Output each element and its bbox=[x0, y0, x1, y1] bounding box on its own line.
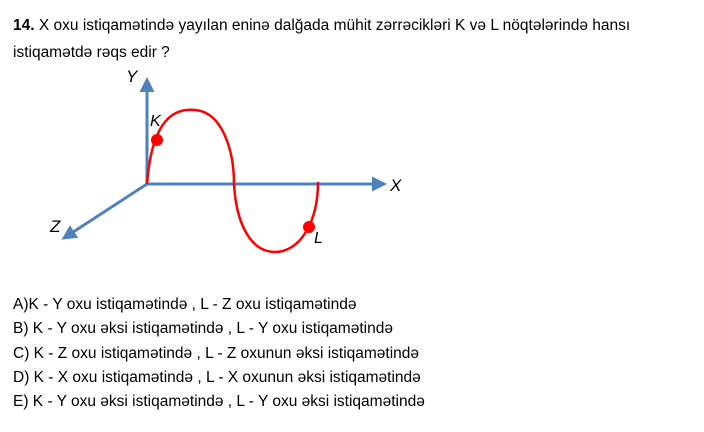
answer-options: A)K - Y oxu istiqamətində , L - Z oxu is… bbox=[13, 293, 425, 414]
z-axis-label: Z bbox=[49, 217, 61, 236]
point-l bbox=[303, 221, 315, 233]
answer-option-b[interactable]: B) K - Y oxu əksi istiqamətində , L - Y … bbox=[13, 320, 393, 338]
point-k bbox=[151, 134, 163, 146]
x-axis-label: X bbox=[389, 176, 402, 195]
answer-option-c[interactable]: C) K - Z oxu istiqamətində , L - Z oxunu… bbox=[13, 344, 420, 362]
answer-option-a[interactable]: A)K - Y oxu istiqamətində , L - Z oxu is… bbox=[13, 296, 357, 313]
question-body: X oxu istiqamətində yayılan eninə dalğad… bbox=[13, 17, 631, 61]
wave-curve bbox=[145, 108, 320, 254]
answer-option-d[interactable]: D) K - X oxu istiqamətində , L - X oxunu… bbox=[13, 368, 421, 386]
point-k-label: K bbox=[150, 113, 162, 130]
point-l-label: L bbox=[314, 230, 323, 247]
question-number: 14. bbox=[13, 17, 35, 34]
z-axis bbox=[61, 182, 148, 240]
answer-option-e[interactable]: E) K - Y oxu əksi istiqamətində , L - Y … bbox=[13, 393, 425, 411]
y-axis-label: Y bbox=[126, 67, 139, 86]
question-text: 14. X oxu istiqamətində yayılan eninə da… bbox=[13, 12, 693, 66]
